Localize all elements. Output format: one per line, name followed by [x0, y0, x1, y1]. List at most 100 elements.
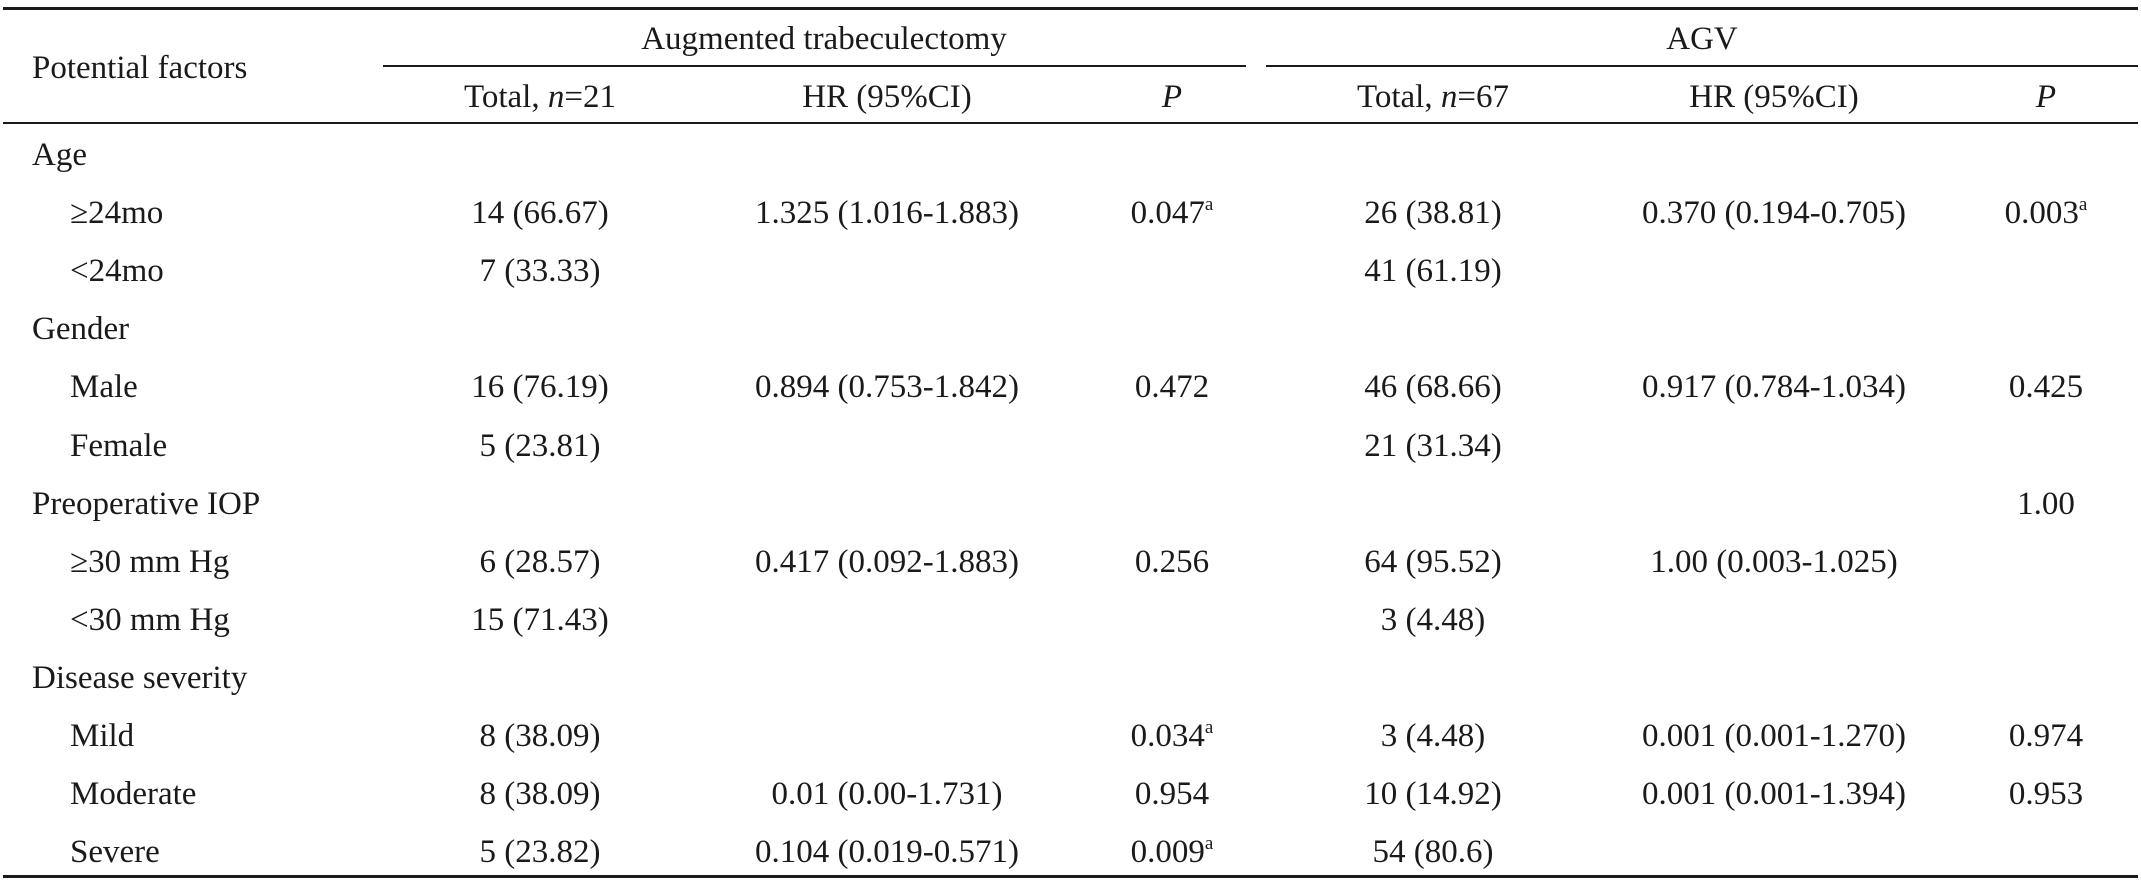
- cell-value: 0.047: [1130, 195, 1205, 232]
- cell-total-augmented: 15 (71.43): [471, 600, 608, 640]
- header-hr-augmented: HR (95%CI): [802, 77, 972, 117]
- cell-value: 0.417 (0.092-1.883): [755, 543, 1019, 580]
- cell-value: 0.009: [1130, 834, 1205, 871]
- cell-value: 0.256: [1134, 543, 1210, 580]
- cell-value: 54 (80.6): [1372, 834, 1494, 871]
- row-label: <24mo: [70, 253, 164, 290]
- header-p-augmented-italic: P: [1161, 79, 1183, 115]
- top-rule: [3, 7, 2138, 10]
- cell-hr-agv: 0.001 (0.001-1.270): [1642, 716, 1906, 756]
- cell-p-augmented: 0.034a: [1131, 716, 1214, 756]
- header-total-agv-suffix: =67: [1457, 79, 1509, 115]
- cell-p-augmented: 0.472: [1135, 367, 1209, 407]
- cell-total-augmented: 6 (28.57): [480, 542, 601, 582]
- significance-superscript: a: [2078, 194, 2088, 216]
- cell-value: 0.472: [1134, 369, 1210, 406]
- cell-hr-augmented: 0.104 (0.019-0.571): [755, 832, 1019, 872]
- header-total-augmented-suffix: =21: [564, 79, 616, 115]
- cell-value: 0.917 (0.784-1.034): [1642, 369, 1906, 406]
- cell-value: 14 (66.67): [471, 195, 609, 232]
- cell-total-agv: 3 (4.48): [1381, 716, 1485, 756]
- cell-hr-agv: 1.00 (0.003-1.025): [1650, 542, 1897, 582]
- cell-value: 0.001 (0.001-1.270): [1642, 718, 1906, 754]
- row-label: Preoperative IOP: [32, 485, 261, 522]
- bottom-rule: [3, 875, 2138, 878]
- cell-value: 1.00 (0.003-1.025): [1650, 543, 1898, 580]
- header-total-augmented: Total, n=21: [464, 77, 616, 117]
- header-p-agv-italic: P: [2035, 79, 2057, 115]
- cell-p-agv: 0.974: [2009, 716, 2083, 756]
- cell-value: 0.425: [2008, 369, 2084, 406]
- header-total-agv-text: Total,: [1357, 79, 1441, 115]
- header-total-augmented-italic: n: [547, 79, 565, 115]
- cell-total-agv: 26 (38.81): [1364, 193, 1501, 233]
- cell-total-augmented: 7 (33.33): [480, 251, 601, 291]
- row-label: Mild: [70, 718, 135, 754]
- row-label: Severe: [70, 834, 160, 871]
- cell-p-agv: 0.953: [2009, 774, 2083, 814]
- cell-p-agv: 0.425: [2009, 367, 2083, 407]
- header-total-augmented-text: Total,: [464, 79, 548, 115]
- cell-total-agv: 41 (61.19): [1364, 251, 1501, 291]
- cell-hr-agv: 0.001 (0.001-1.394): [1642, 774, 1906, 814]
- cell-p-augmented: 0.047a: [1131, 193, 1214, 233]
- row-label: Moderate: [70, 776, 197, 813]
- cell-total-augmented: 16 (76.19): [471, 367, 608, 407]
- row-label: <30 mm Hg: [70, 601, 230, 638]
- header-group-augmented-trabeculectomy: Augmented trabeculectomy: [641, 21, 1007, 57]
- cell-value: 16 (76.19): [471, 369, 609, 406]
- header-hr-agv: HR (95%CI): [1689, 77, 1859, 117]
- cell-hr-agv: 0.370 (0.194-0.705): [1642, 193, 1906, 233]
- cell-total-augmented: 5 (23.81): [480, 426, 601, 466]
- cell-total-agv: 54 (80.6): [1373, 832, 1494, 872]
- cell-value: 0.003: [2004, 195, 2079, 232]
- cell-total-agv: 10 (14.92): [1364, 774, 1501, 814]
- header-p-augmented: P: [1162, 77, 1182, 117]
- header-total-agv: Total, n=67: [1357, 77, 1509, 117]
- cell-total-agv: 3 (4.48): [1381, 600, 1485, 640]
- cell-value: 0.974: [2008, 718, 2084, 754]
- group-rule-augmented: [383, 65, 1246, 67]
- cell-value: 1.325 (1.016-1.883): [755, 195, 1019, 232]
- cell-total-agv: 64 (95.52): [1364, 542, 1501, 582]
- significance-superscript: a: [1204, 717, 1214, 738]
- cell-value: 7 (33.33): [479, 253, 601, 290]
- cell-value: 41 (61.19): [1364, 253, 1502, 290]
- cell-hr-augmented: 0.417 (0.092-1.883): [755, 542, 1019, 582]
- cell-value: 64 (95.52): [1364, 543, 1502, 580]
- cell-value: 0.370 (0.194-0.705): [1642, 195, 1906, 232]
- cell-value: 10 (14.92): [1364, 776, 1502, 813]
- row-label: ≥24mo: [70, 195, 164, 232]
- significance-superscript: a: [1204, 833, 1214, 855]
- header-p-agv: P: [2036, 77, 2056, 117]
- cell-value: 8 (38.09): [479, 718, 601, 754]
- cell-p-agv: 1.00: [2017, 484, 2075, 524]
- row-label: Female: [70, 427, 168, 464]
- cell-value: 15 (71.43): [471, 601, 609, 638]
- cell-value: 8 (38.09): [479, 776, 601, 813]
- cell-value: 3 (4.48): [1380, 718, 1486, 754]
- cell-p-agv: 0.003a: [2005, 193, 2088, 233]
- cell-value: 0.953: [2008, 776, 2084, 813]
- cell-value: 5 (23.82): [479, 834, 601, 871]
- cell-value: 0.034: [1130, 718, 1205, 754]
- header-bottom-rule: [3, 122, 2138, 124]
- cell-value: 5 (23.81): [479, 427, 601, 464]
- significance-superscript: a: [1204, 194, 1214, 216]
- row-label: Disease severity: [32, 659, 248, 696]
- cell-total-augmented: 8 (38.09): [480, 716, 601, 756]
- cell-total-augmented: 8 (38.09): [480, 774, 601, 814]
- cell-total-agv: 21 (31.34): [1364, 426, 1501, 466]
- cell-value: 21 (31.34): [1364, 427, 1502, 464]
- cell-value: 3 (4.48): [1380, 601, 1486, 638]
- cell-value: 1.00: [2017, 485, 2075, 522]
- cell-p-augmented: 0.256: [1135, 542, 1209, 582]
- cell-total-augmented: 14 (66.67): [471, 193, 608, 233]
- cell-value: 46 (68.66): [1364, 369, 1502, 406]
- cell-hr-agv: 0.917 (0.784-1.034): [1642, 367, 1906, 407]
- header-group-agv: AGV: [1666, 21, 1738, 57]
- cell-hr-augmented: 0.894 (0.753-1.842): [755, 367, 1019, 407]
- cell-total-augmented: 5 (23.82): [480, 832, 601, 872]
- cell-value: 0.001 (0.001-1.394): [1642, 776, 1906, 813]
